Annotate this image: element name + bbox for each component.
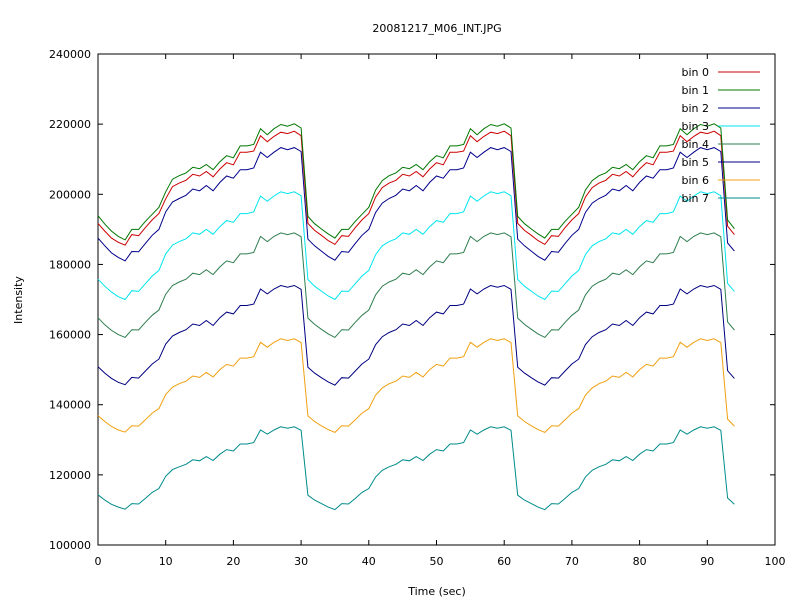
y-tick-label: 220000 <box>49 118 91 131</box>
y-tick-label: 200000 <box>49 188 91 201</box>
legend-label: bin 0 <box>681 66 709 79</box>
series-line-bin-7 <box>97 426 735 511</box>
y-axis-label: Intensity <box>12 276 25 324</box>
x-tick-label: 100 <box>765 555 786 568</box>
legend-label: bin 3 <box>681 120 709 133</box>
series-line-bin-3 <box>97 191 735 301</box>
series-lines <box>97 123 735 511</box>
plot-frame <box>97 53 776 546</box>
x-tick-label: 0 <box>95 555 102 568</box>
x-tick-label: 80 <box>633 555 647 568</box>
x-tick-label: 70 <box>565 555 579 568</box>
x-tick-label: 40 <box>362 555 376 568</box>
series-line-bin-6 <box>97 338 735 433</box>
series-line-bin-2 <box>97 147 735 262</box>
x-axis-label: Time (sec) <box>407 585 466 598</box>
x-tick-label: 10 <box>159 555 173 568</box>
legend-label: bin 6 <box>681 174 709 187</box>
series-line-bin-4 <box>97 232 735 339</box>
legend: bin 0 bin 1 bin 2 bin 3 bin 4 bin 5 bin 6 bin 7 <box>681 66 760 205</box>
x-tick-label: 20 <box>226 555 240 568</box>
legend-label: bin 1 <box>681 84 709 97</box>
y-tick-label: 240000 <box>49 48 91 61</box>
legend-label: bin 4 <box>681 138 709 151</box>
series-line-bin-5 <box>97 284 735 386</box>
legend-label: bin 5 <box>681 156 709 169</box>
x-tick-label: 60 <box>497 555 511 568</box>
x-tick-label: 30 <box>294 555 308 568</box>
legend-label: bin 2 <box>681 102 709 115</box>
series-line-bin-1 <box>97 123 735 241</box>
x-tick-label: 90 <box>700 555 714 568</box>
legend-label: bin 7 <box>681 192 709 205</box>
y-tick-label: 140000 <box>49 399 91 412</box>
axis-ticks: 0 10 20 30 40 50 60 70 80 90 100 100000 120000 140000… <box>49 48 786 568</box>
x-tick-label: 50 <box>430 555 444 568</box>
y-tick-label: 120000 <box>49 469 91 482</box>
series-line-bin-0 <box>97 130 735 246</box>
y-tick-label: 100000 <box>49 539 91 552</box>
y-tick-label: 160000 <box>49 329 91 342</box>
chart-title: 20081217_M06_INT.JPG <box>372 22 501 35</box>
y-tick-label: 180000 <box>49 258 91 271</box>
